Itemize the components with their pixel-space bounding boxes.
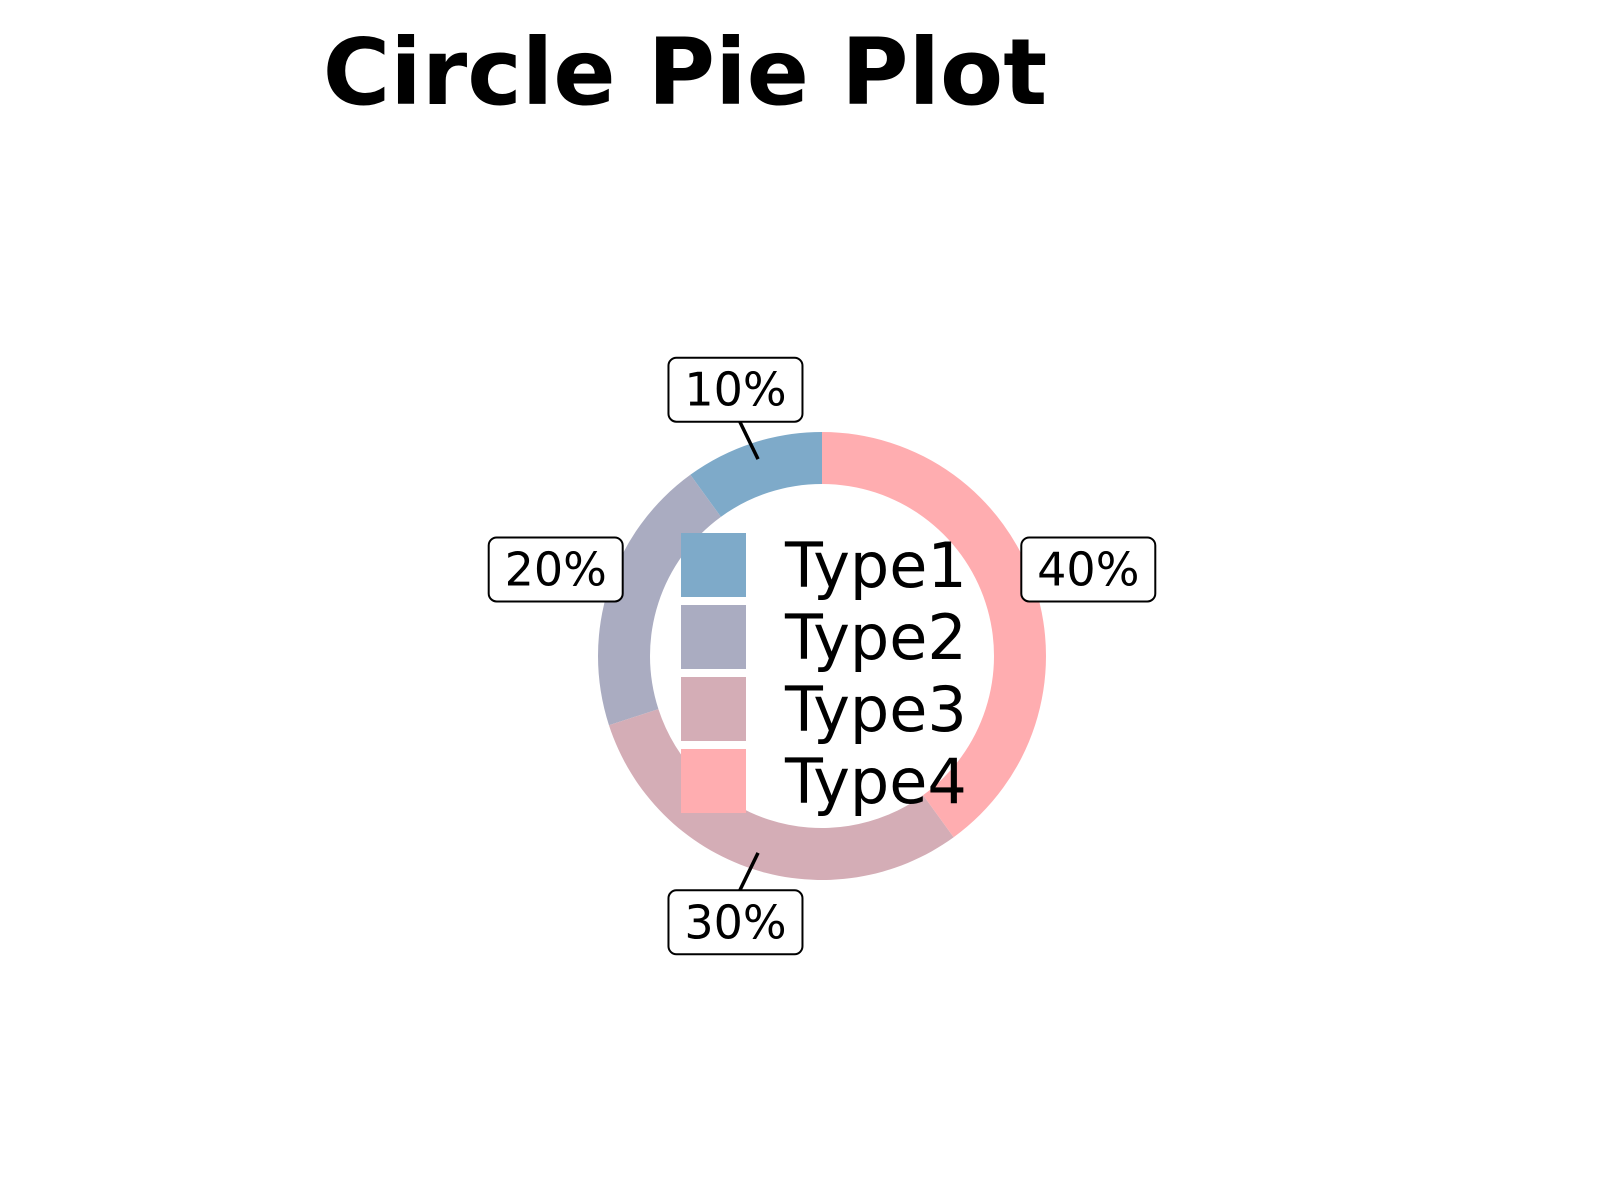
legend-swatch-type1 — [681, 533, 746, 597]
percent-label-type2: 20% — [505, 542, 607, 596]
chart-title: Circle Pie Plot — [323, 19, 1047, 126]
percent-label-box-type1 — [667, 356, 804, 423]
donut-slice-type4 — [822, 432, 1046, 838]
legend-label-type1: Type1 — [784, 529, 967, 602]
legend-label-type3: Type3 — [784, 673, 967, 746]
percent-label-type1: 10% — [684, 363, 786, 417]
percent-label-box-type2 — [487, 536, 624, 603]
donut-slice-type1 — [690, 432, 822, 517]
percent-label-box-type4 — [1020, 536, 1157, 603]
legend-swatch-type3 — [681, 677, 746, 741]
slice-percent-labels: 10% 20% 30% 40% — [487, 356, 1157, 956]
legend-swatch-type4 — [681, 749, 746, 813]
percent-label-type4: 40% — [1037, 542, 1139, 596]
legend-label-type4: Type4 — [784, 745, 967, 818]
donut-slice-type3 — [608, 709, 954, 880]
percent-label-box-type3 — [667, 889, 804, 956]
legend-label-type2: Type2 — [784, 601, 967, 674]
legend-swatch-type2 — [681, 605, 746, 669]
percent-label-type3: 30% — [684, 895, 786, 949]
